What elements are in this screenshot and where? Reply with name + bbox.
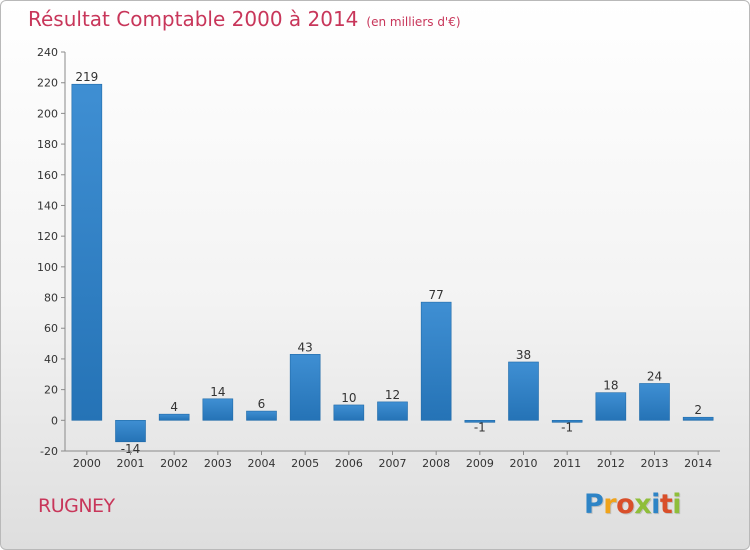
x-tick-label-2009: 2009: [466, 457, 494, 470]
value-label-2013: 24: [647, 369, 662, 383]
x-tick-label-2001: 2001: [117, 457, 145, 470]
x-tick-label-2006: 2006: [335, 457, 363, 470]
value-label-2006: 10: [341, 391, 356, 405]
y-tick-label: -20: [40, 445, 58, 458]
x-tick-label-2010: 2010: [510, 457, 538, 470]
value-label-2004: 6: [258, 397, 266, 411]
bar-2003: [202, 398, 234, 421]
y-tick-label: 120: [37, 230, 58, 243]
bar-2013: [639, 383, 670, 421]
bar-2008: [420, 301, 452, 421]
y-tick-label: 240: [37, 46, 58, 59]
y-tick-label: 40: [44, 353, 58, 366]
value-label-2007: 12: [385, 388, 400, 402]
bar-2012: [595, 392, 627, 421]
x-tick-label-2011: 2011: [553, 457, 581, 470]
x-tick-label-2007: 2007: [379, 457, 407, 470]
y-tick-label: 20: [44, 384, 58, 397]
bar-2009: [464, 420, 496, 423]
chart-subtitle: (en milliers d'€): [366, 15, 461, 29]
y-tick-label: 200: [37, 107, 58, 120]
value-label-2003: 14: [210, 385, 225, 399]
logo-letter: o: [616, 489, 635, 520]
value-label-2005: 43: [298, 340, 313, 354]
value-label-2012: 18: [603, 379, 618, 393]
logo-letter: P: [584, 489, 604, 520]
bar-2001: [115, 420, 146, 443]
value-label-2002: 4: [170, 400, 178, 414]
town-name: RUGNEY: [38, 495, 115, 517]
x-tick-label-2004: 2004: [248, 457, 276, 470]
logo-letter: x: [634, 489, 652, 520]
value-label-2001: -14: [121, 442, 141, 456]
logo-letter: r: [603, 489, 617, 520]
chart-title-text: Résultat Comptable 2000 à 2014: [28, 7, 359, 31]
value-label-2000: 219: [75, 70, 98, 84]
x-tick-label-2003: 2003: [204, 457, 232, 470]
y-tick-label: 100: [37, 261, 58, 274]
proxiti-logo[interactable]: Proxiti: [584, 489, 682, 520]
y-tick-label: 140: [37, 199, 58, 212]
bar-2010: [508, 361, 539, 421]
bar-2011: [551, 420, 583, 423]
y-tick-label: 220: [37, 77, 58, 90]
bar-2014: [682, 416, 714, 421]
y-tick-label: 160: [37, 169, 58, 182]
y-tick-label: 80: [44, 292, 58, 305]
y-tick-label: 180: [37, 138, 58, 151]
y-tick-label: 0: [51, 414, 58, 427]
bar-2005: [289, 354, 321, 421]
value-label-2009: -1: [474, 420, 486, 434]
value-label-2011: -1: [561, 420, 573, 434]
x-tick-label-2013: 2013: [641, 457, 669, 470]
chart-title: Résultat Comptable 2000 à 2014 (en millie…: [28, 7, 461, 31]
bar-2000: [71, 83, 103, 421]
value-label-2008: 77: [429, 288, 444, 302]
bar-2002: [158, 413, 190, 421]
value-label-2010: 38: [516, 348, 531, 362]
bar-2007: [377, 401, 408, 421]
y-tick-label: 60: [44, 322, 58, 335]
bar-2004: [246, 410, 277, 421]
x-tick-label-2005: 2005: [291, 457, 319, 470]
x-tick-label-2012: 2012: [597, 457, 625, 470]
logo-letter: i: [672, 489, 682, 520]
x-tick-label-2014: 2014: [684, 457, 712, 470]
logo-letter: t: [659, 489, 673, 520]
logo-letter: i: [651, 489, 660, 520]
x-tick-label-2000: 2000: [73, 457, 101, 470]
bar-2006: [333, 404, 365, 421]
x-tick-label-2008: 2008: [422, 457, 450, 470]
x-tick-label-2002: 2002: [160, 457, 188, 470]
value-label-2014: 2: [694, 403, 702, 417]
